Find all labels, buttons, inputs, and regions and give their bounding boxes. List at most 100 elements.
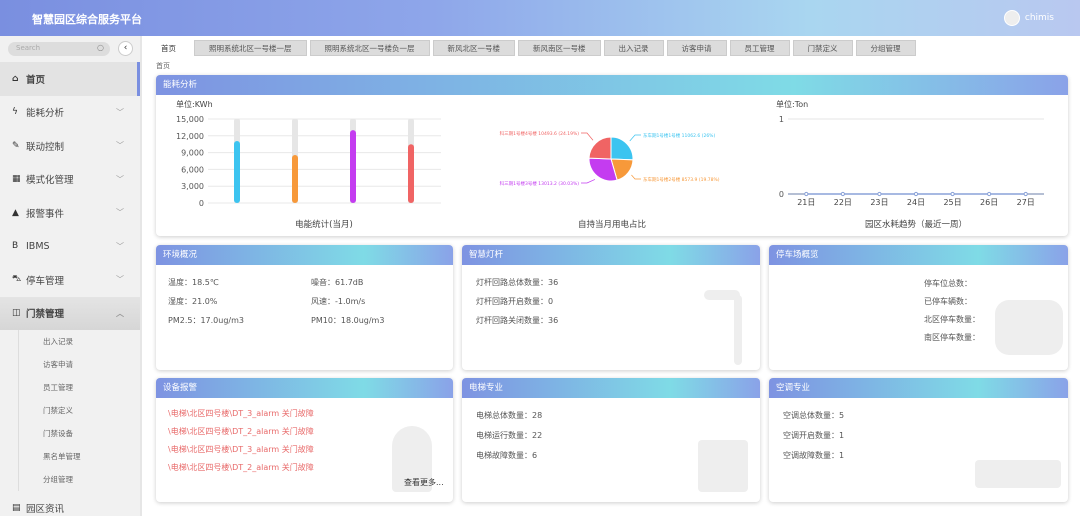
info-item: 已停车辆数： (924, 297, 972, 306)
chart-title: 电能统计(当月) (295, 219, 353, 230)
env-panel: 环境概况 温度：18.5℃ 噪音：61.7dB 湿度：21.0% 风速：-1.0m/s P… (156, 245, 453, 370)
bell-icon (392, 426, 432, 492)
news-icon: ▤ (12, 502, 21, 513)
view-more-link[interactable]: 查看更多... (404, 478, 444, 487)
info-item[interactable]: \电梯\北区四号楼\DT_3_alarm 关门故障 (168, 409, 314, 418)
info-item: 空调开启数量：1 (783, 431, 845, 440)
sidebar-item-label: 能耗分析 (26, 108, 65, 120)
tab[interactable]: 访客申请 (666, 40, 727, 56)
car-icon: ⛍ (12, 274, 22, 285)
air-conditioner-icon (975, 460, 1061, 488)
sidebar: Search ○ ‹ ⌂ 首页 ϟ 能耗分析 ﹀ ✎ 联动控制 ﹀ ▦ 模式化管理 ﹀ ▲ 报警事件 ﹀ B I… (0, 36, 142, 516)
sidebar-item[interactable]: ◫ 门禁管理 ︿ (0, 296, 140, 330)
info-item: 电梯总体数量：28 (476, 411, 543, 420)
y-tick-label: 12,000 (176, 132, 204, 141)
sidebar-item[interactable]: ϟ 能耗分析 ﹀ (0, 96, 140, 130)
y-tick-label: 0 (199, 199, 204, 208)
user-menu[interactable]: chimis (1003, 10, 1054, 26)
pie-label: 东车期1号楼2号楼 8573.9 (19.78%) (643, 176, 720, 183)
tab[interactable]: 照明系统北区一号楼负一层 (309, 40, 430, 56)
chart-title: 自持当月用电占比 (578, 219, 646, 230)
tab-bar: 首页 照明系统北区一号楼一层 照明系统北区一号楼负一层 新风北区一号楼 新风南区一号楼出… (146, 40, 916, 56)
y-tick-label: 3,000 (181, 182, 204, 191)
sidebar-subitem[interactable]: 门禁定义 (18, 399, 140, 422)
chevron-down-icon: ﹀ (116, 141, 124, 151)
sidebar-subitem[interactable]: 出入记录 (18, 330, 140, 353)
bitcoin-icon: B (12, 241, 19, 252)
panel-title: 能耗分析 (156, 75, 1068, 95)
pie-label: 科三期1号楼3号楼 13013.2 (30.03%) (500, 180, 580, 187)
tab[interactable]: 照明系统北区一号楼一层 (194, 40, 307, 56)
data-point (877, 191, 882, 197)
sidebar-item[interactable]: ▦ 模式化管理 ﹀ (0, 163, 140, 197)
sidebar-item-label: IBMS (26, 240, 50, 252)
pie-slice (610, 136, 634, 161)
wrench-icon: ✎ (12, 140, 20, 151)
info-item: 空调故障数量：1 (783, 451, 845, 460)
pie-label-line (631, 174, 641, 180)
x-tick-label: 24日 (907, 198, 925, 207)
tab[interactable]: 新风南区一号楼 (518, 40, 601, 56)
bar (234, 141, 240, 203)
parking-panel: 停车场概览 停车位总数： 已停车辆数： 北区停车数量： 南区停车数量： (769, 245, 1068, 370)
tab[interactable]: 门禁定义 (792, 40, 853, 56)
collapse-sidebar-button[interactable]: ‹ (118, 41, 133, 56)
sidebar-subitem[interactable]: 门禁设备 (18, 422, 140, 445)
chevron-down-icon: ﹀ (116, 241, 124, 251)
sidebar-subitem[interactable]: 访客申请 (18, 353, 140, 376)
data-point (987, 191, 992, 197)
x-tick-label: 25日 (943, 198, 961, 207)
data-point (840, 191, 845, 197)
info-item: 电梯运行数量：22 (476, 431, 543, 440)
sidebar-item-label: 首页 (26, 74, 46, 86)
sidebar-item-label: 停车管理 (26, 275, 65, 287)
search-placeholder: Search (16, 44, 41, 52)
data-point (1023, 191, 1028, 197)
search-icon: ○ (97, 43, 104, 52)
chevron-down-icon: ﹀ (116, 107, 124, 117)
sidebar-menu: ⌂ 首页 ϟ 能耗分析 ﹀ ✎ 联动控制 ﹀ ▦ 模式化管理 ﹀ ▲ 报警事件 ﹀ B IBMS ﹀ ⛍ 停车管理 ﹀… (0, 62, 140, 525)
sidebar-subitem[interactable]: 员工管理 (18, 376, 140, 399)
chevron-down-icon: ﹀ (116, 174, 124, 184)
info-item[interactable]: \电梯\北区四号楼\DT_2_alarm 关门故障 (168, 427, 314, 436)
y-axis-unit: 单位:Ton (776, 99, 808, 109)
info-item: PM2.5：17.0ug/m3 (168, 316, 244, 325)
sidebar-item[interactable]: ▲ 报警事件 ﹀ (0, 196, 140, 230)
pie-label: 东车期1号楼1号楼 11062.6 (26%) (643, 132, 715, 139)
sidebar-subitem[interactable]: 黑名单管理 (18, 445, 140, 468)
info-item: 空调总体数量：5 (783, 411, 845, 420)
x-tick-label: 23日 (870, 198, 888, 207)
bolt-icon: ϟ (12, 107, 18, 118)
sidebar-item[interactable]: ⛍ 停车管理 ﹀ (0, 263, 140, 297)
tab[interactable]: 新风北区一号楼 (432, 40, 515, 56)
panel-title: 设备报警 (156, 378, 453, 398)
x-tick-label: 27日 (1017, 198, 1035, 207)
info-item[interactable]: \电梯\北区四号楼\DT_2_alarm 关门故障 (168, 463, 314, 472)
tab[interactable]: 员工管理 (729, 40, 790, 56)
y-tick-label: 9,000 (181, 149, 204, 158)
info-item: 南区停车数量： (924, 333, 980, 342)
info-item: 风速：-1.0m/s (311, 297, 366, 306)
sidebar-item-label: 园区资讯 (26, 503, 65, 515)
info-item[interactable]: \电梯\北区四号楼\DT_3_alarm 关门故障 (168, 445, 314, 454)
pie-slice (588, 136, 612, 160)
sidebar-item[interactable]: ✎ 联动控制 ﹀ (0, 129, 140, 163)
info-item: 灯杆回路关闭数量：36 (476, 316, 559, 325)
door-icon: ◫ (12, 308, 21, 319)
grid-icon: ▦ (12, 174, 21, 185)
tab[interactable]: 出入记录 (603, 40, 664, 56)
sidebar-subitem[interactable]: 分组管理 (18, 468, 140, 491)
sidebar-item[interactable]: ▤ 园区资讯 (0, 491, 140, 525)
pie-label-line (629, 134, 641, 142)
app-title: 智慧园区综合服务平台 (32, 13, 142, 26)
sidebar-item[interactable]: ⌂ 首页 (0, 62, 140, 96)
alarm-panel: 设备报警 \电梯\北区四号楼\DT_3_alarm 关门故障 \电梯\北区四号楼\… (156, 378, 453, 502)
tab[interactable]: 首页 (146, 40, 191, 56)
pie-label: 科三期1号楼4号楼 10493.6 (24.19%) (500, 130, 580, 137)
sidebar-item[interactable]: B IBMS ﹀ (0, 230, 140, 264)
tab[interactable]: 分组管理 (855, 40, 916, 56)
search-input[interactable]: Search ○ (8, 42, 110, 56)
warning-icon: ▲ (12, 207, 19, 218)
street-lamp-head (704, 290, 740, 300)
car-icon (995, 300, 1063, 355)
